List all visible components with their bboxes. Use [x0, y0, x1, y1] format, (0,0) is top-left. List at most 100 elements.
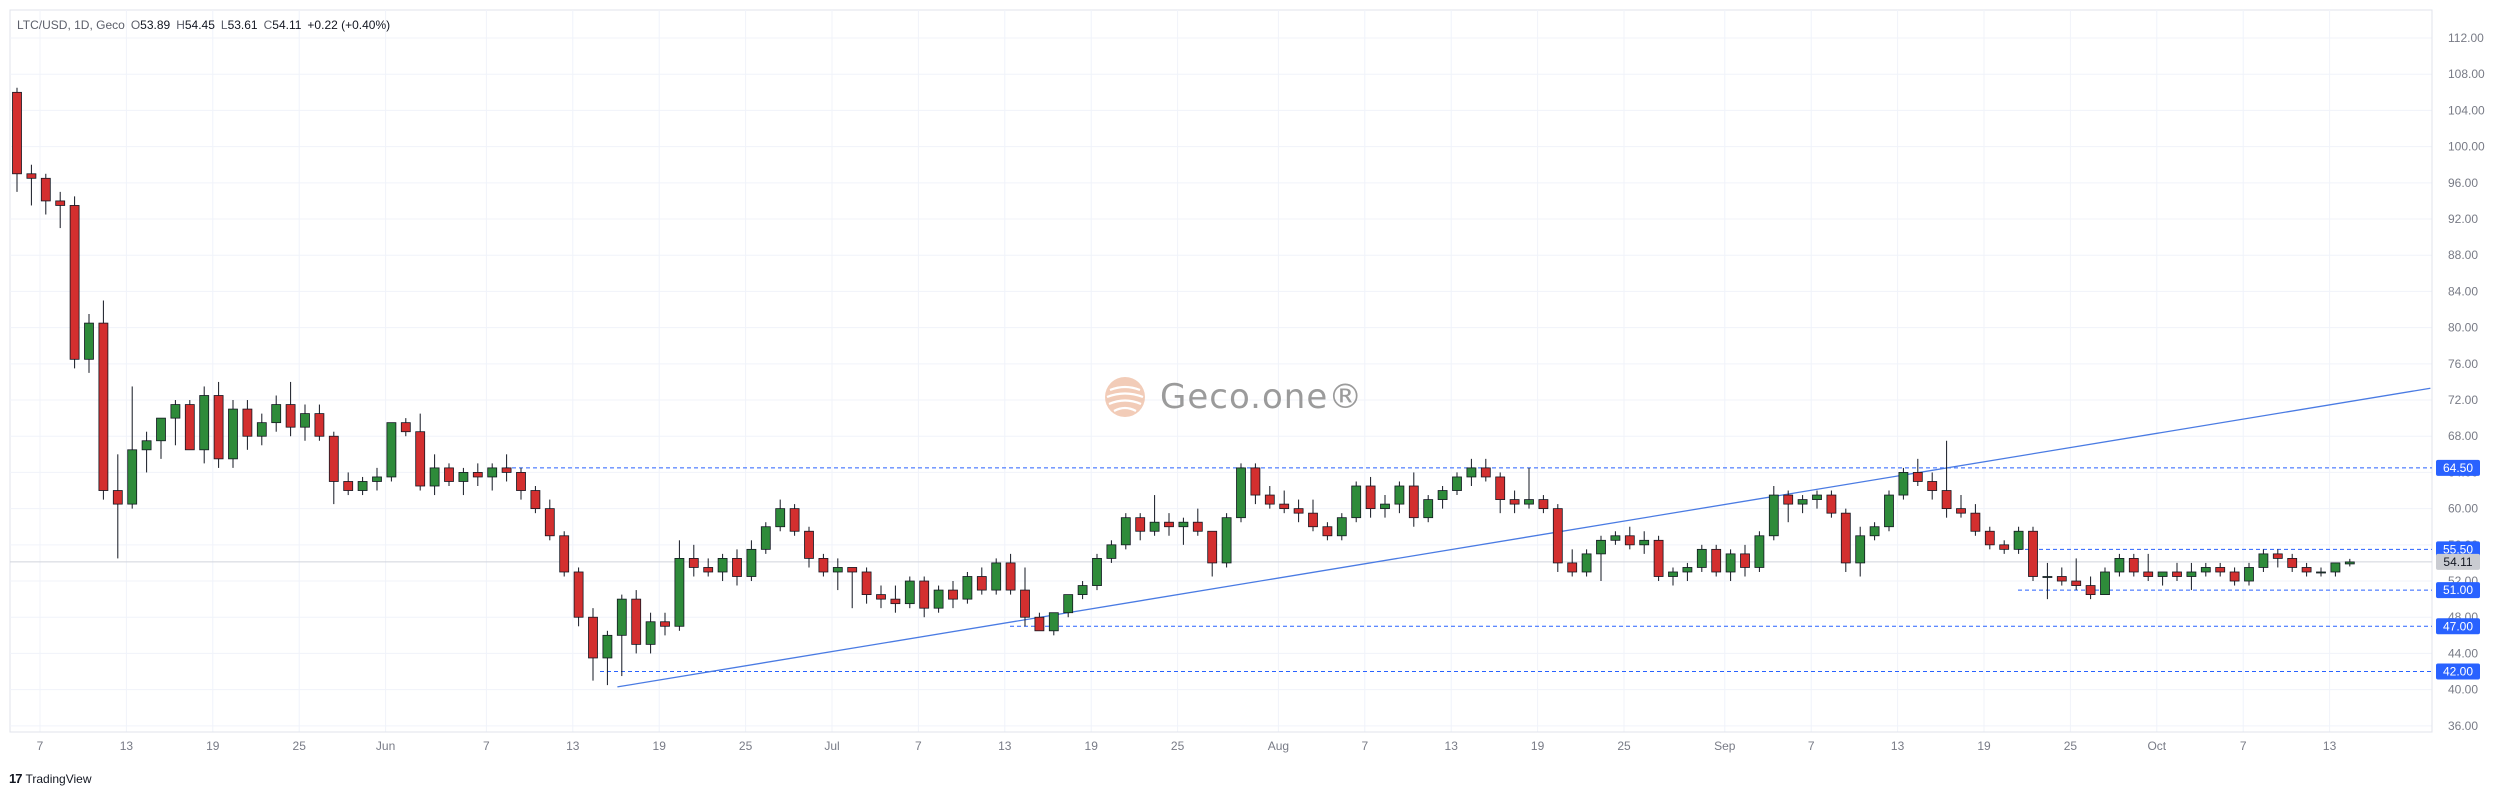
candle[interactable]: [386, 422, 397, 478]
candle[interactable]: [501, 467, 512, 473]
candle[interactable]: [1365, 485, 1376, 510]
candle[interactable]: [1581, 553, 1592, 573]
candle[interactable]: [804, 530, 814, 559]
candle[interactable]: [40, 177, 51, 202]
candle[interactable]: [2200, 567, 2211, 573]
candle[interactable]: [228, 408, 238, 460]
candle[interactable]: [1250, 467, 1261, 496]
candle[interactable]: [1869, 526, 1880, 537]
candle[interactable]: [55, 200, 66, 206]
candle[interactable]: [976, 576, 987, 591]
candle[interactable]: [1725, 553, 1736, 573]
candle[interactable]: [588, 616, 598, 659]
candle[interactable]: [256, 422, 267, 437]
candle[interactable]: [688, 558, 699, 568]
candle[interactable]: [1077, 585, 1088, 596]
candle[interactable]: [2013, 530, 2024, 550]
candle[interactable]: [1034, 616, 1045, 632]
candle[interactable]: [1322, 526, 1333, 537]
candle[interactable]: [1092, 558, 1102, 586]
candle[interactable]: [2215, 567, 2226, 573]
candle[interactable]: [429, 467, 440, 487]
candle[interactable]: [444, 467, 454, 482]
candle[interactable]: [1394, 485, 1405, 505]
candle[interactable]: [1668, 571, 1678, 577]
candle[interactable]: [2272, 553, 2283, 559]
candle[interactable]: [1596, 539, 1606, 555]
candle[interactable]: [1956, 508, 1966, 514]
candle[interactable]: [112, 490, 123, 505]
candle[interactable]: [2071, 580, 2082, 586]
candle[interactable]: [2042, 576, 2053, 578]
candle[interactable]: [1999, 544, 2010, 550]
candle[interactable]: [2143, 571, 2154, 577]
candle[interactable]: [1221, 517, 1232, 564]
candle[interactable]: [127, 449, 138, 505]
candle[interactable]: [1711, 548, 1722, 573]
candle[interactable]: [156, 417, 166, 442]
candle[interactable]: [1855, 535, 1866, 564]
candle[interactable]: [1164, 521, 1174, 528]
candle[interactable]: [472, 472, 483, 478]
candle[interactable]: [1293, 508, 1304, 514]
candle[interactable]: [1509, 499, 1520, 505]
candle[interactable]: [1941, 490, 1952, 510]
candle[interactable]: [2301, 567, 2312, 573]
candle[interactable]: [1495, 476, 1506, 500]
candle[interactable]: [703, 567, 714, 573]
candle[interactable]: [832, 567, 843, 573]
candle[interactable]: [789, 508, 800, 532]
candle[interactable]: [1610, 535, 1621, 541]
candle[interactable]: [746, 548, 757, 577]
candle[interactable]: [948, 589, 958, 600]
candle[interactable]: [1106, 544, 1117, 559]
candle[interactable]: [775, 508, 786, 528]
candle[interactable]: [530, 490, 541, 510]
candle[interactable]: [2258, 553, 2269, 568]
candle[interactable]: [285, 404, 296, 428]
candle[interactable]: [328, 435, 339, 482]
candle[interactable]: [1783, 494, 1794, 505]
candle[interactable]: [1135, 517, 1146, 532]
candle[interactable]: [1754, 535, 1765, 568]
candle[interactable]: [876, 594, 886, 600]
candle[interactable]: [933, 589, 944, 609]
candle[interactable]: [213, 395, 224, 460]
candle[interactable]: [660, 621, 670, 627]
candle[interactable]: [1840, 512, 1851, 564]
candle[interactable]: [2172, 571, 2182, 577]
candle[interactable]: [1912, 472, 1923, 482]
candle[interactable]: [1423, 499, 1434, 519]
candle[interactable]: [516, 472, 526, 491]
candle[interactable]: [1466, 467, 1477, 478]
candle[interactable]: [1437, 490, 1448, 500]
candle[interactable]: [1192, 521, 1203, 532]
candle[interactable]: [602, 634, 613, 659]
candle[interactable]: [890, 598, 901, 605]
candle[interactable]: [400, 422, 411, 433]
candle[interactable]: [616, 598, 627, 636]
candle[interactable]: [184, 404, 195, 451]
candle[interactable]: [69, 205, 80, 360]
tradingview-attribution[interactable]: 17 TradingView: [9, 771, 92, 786]
candle[interactable]: [242, 408, 253, 437]
candle[interactable]: [631, 598, 642, 645]
candle[interactable]: [1264, 494, 1275, 505]
candle[interactable]: [2186, 571, 2197, 577]
candle[interactable]: [1768, 494, 1779, 537]
candle[interactable]: [1682, 567, 1693, 573]
candle[interactable]: [2128, 558, 2139, 573]
candle[interactable]: [2344, 561, 2355, 565]
candle[interactable]: [1063, 594, 1074, 614]
candle[interactable]: [1207, 530, 1218, 564]
candle[interactable]: [962, 576, 973, 600]
candle[interactable]: [544, 508, 555, 537]
candle[interactable]: [372, 476, 382, 482]
candle[interactable]: [415, 431, 426, 487]
candle[interactable]: [314, 413, 325, 437]
candle[interactable]: [1005, 562, 1016, 591]
candle[interactable]: [458, 472, 469, 482]
candle[interactable]: [26, 173, 37, 179]
